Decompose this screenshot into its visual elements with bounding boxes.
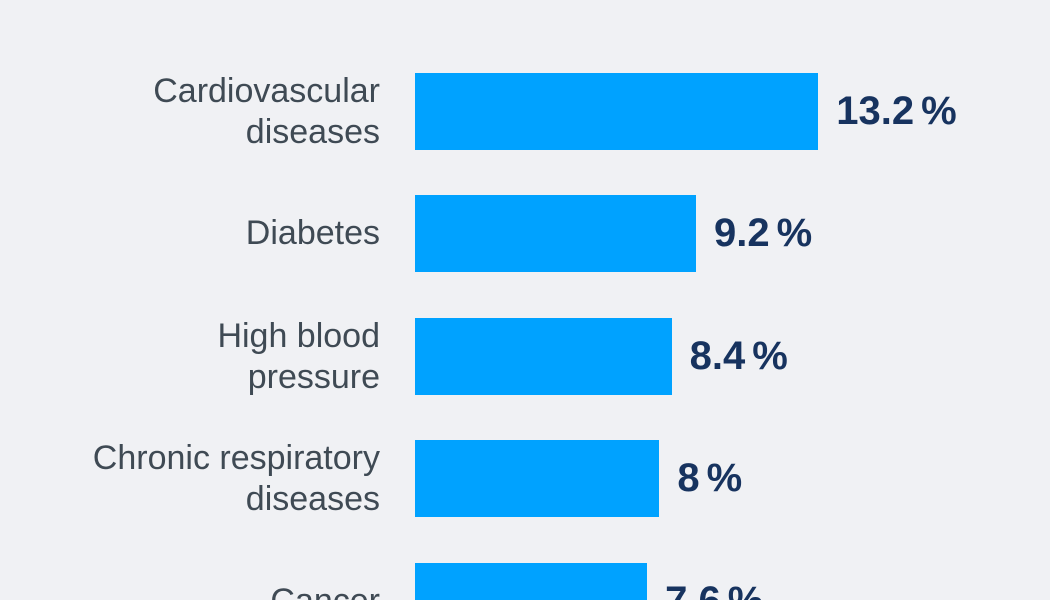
bar xyxy=(415,73,819,150)
percent-sign: % xyxy=(776,211,813,255)
category-label: Chronic respiratory diseases xyxy=(0,438,380,518)
category-label-line: diseases xyxy=(245,112,380,151)
bar xyxy=(415,563,648,600)
chart-row: Cardiovascular diseases 13.2 % xyxy=(0,71,956,151)
percent-sign: % xyxy=(706,456,743,500)
value-number: 8.4 xyxy=(689,334,746,378)
percent-sign: % xyxy=(752,334,788,378)
chart-row: Chronic respiratory diseases 8 % xyxy=(0,438,742,518)
category-label: High blood pressure xyxy=(0,316,380,396)
value-label: 7.6 % xyxy=(665,579,763,600)
category-label: Cardiovascular diseases xyxy=(0,71,380,151)
bar xyxy=(415,440,660,517)
category-label: Diabetes xyxy=(0,195,380,272)
value-label: 9.2 % xyxy=(714,211,812,256)
value-label: 8.4 % xyxy=(690,334,788,379)
category-label-line: pressure xyxy=(247,357,380,396)
value-label: 13.2 % xyxy=(836,89,956,134)
value-number: 9.2 xyxy=(714,211,770,255)
category-label-line: High blood xyxy=(217,316,380,355)
category-label: Cancer xyxy=(0,563,380,600)
bar xyxy=(415,318,672,395)
category-label-line: diseases xyxy=(245,479,380,518)
percent-sign: % xyxy=(921,89,957,133)
category-label-line: Cardiovascular xyxy=(153,71,380,110)
value-number: 7.6 xyxy=(665,579,721,600)
value-label: 8 % xyxy=(677,456,742,501)
value-number: 13.2 xyxy=(836,89,915,133)
category-label-line: Cancer xyxy=(270,581,380,600)
chart-row: Cancer 7.6 % xyxy=(0,563,763,600)
bar xyxy=(415,195,697,272)
value-number: 8 xyxy=(677,456,700,500)
percent-sign: % xyxy=(728,579,764,600)
chart-row: High blood pressure 8.4 % xyxy=(0,316,788,396)
category-label-line: Diabetes xyxy=(245,214,380,252)
chart-row: Diabetes 9.2 % xyxy=(0,195,812,272)
category-label-line: Chronic respiratory xyxy=(92,438,380,477)
